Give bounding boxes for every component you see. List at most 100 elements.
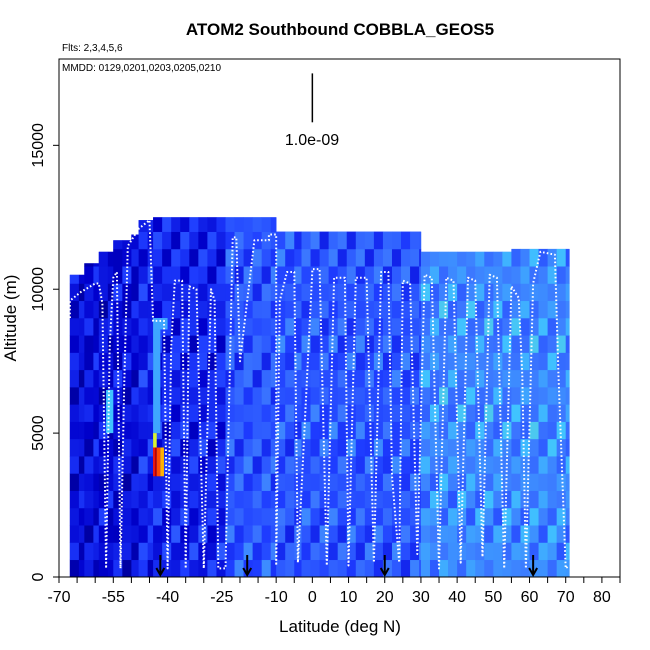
model-cell — [419, 507, 422, 526]
model-cell — [565, 283, 570, 302]
model-cell — [84, 559, 94, 578]
model-cell — [355, 438, 366, 457]
model-cell — [198, 318, 208, 336]
model-cell — [225, 283, 235, 302]
x-tick-label: 30 — [412, 589, 430, 606]
model-cell — [301, 421, 311, 440]
model-cell — [448, 456, 458, 474]
model-cell — [225, 335, 235, 353]
model-cell — [98, 456, 109, 474]
model-cell — [162, 300, 172, 319]
model-cell — [382, 387, 393, 405]
model-cell — [243, 369, 253, 388]
model-cell — [84, 404, 94, 422]
model-cell — [484, 300, 494, 319]
model-cell — [131, 300, 139, 319]
model-cell — [301, 369, 311, 388]
model-cell — [364, 335, 375, 353]
model-cell — [207, 473, 217, 491]
model-cell — [319, 335, 329, 353]
model-cell — [198, 283, 208, 302]
model-cell — [78, 335, 85, 353]
model-cell — [556, 266, 567, 284]
model-cell — [189, 352, 199, 371]
model-cell — [391, 456, 402, 474]
x-tick-label: 80 — [593, 589, 611, 606]
x-tick-label: -55 — [102, 589, 125, 606]
model-cell — [420, 490, 431, 509]
model-cell — [131, 266, 139, 284]
model-cell — [234, 248, 244, 267]
model-cell — [556, 248, 567, 267]
model-cell — [511, 404, 521, 422]
model-cell — [475, 335, 485, 353]
model-cell — [373, 266, 384, 284]
model-cell — [420, 438, 431, 457]
model-cell — [261, 438, 272, 457]
model-cell — [484, 352, 494, 371]
model-cell — [448, 542, 458, 561]
model-cell — [466, 525, 476, 543]
model-cell — [538, 473, 548, 491]
model-cell — [429, 387, 440, 405]
model-cell — [294, 300, 302, 319]
model-cell — [565, 438, 570, 457]
model-cell — [401, 490, 411, 509]
model-cell — [234, 559, 244, 578]
model-cell — [346, 335, 357, 353]
model-cell — [364, 352, 375, 371]
model-cell — [373, 542, 384, 561]
model-cell — [439, 283, 449, 302]
model-cell — [78, 507, 85, 526]
model-cell — [410, 490, 420, 509]
model-cell — [420, 335, 431, 353]
model-cell — [243, 507, 253, 526]
model-cell — [373, 283, 384, 302]
model-cell — [448, 559, 458, 578]
model-cell — [310, 525, 320, 543]
model-cell — [180, 421, 190, 440]
model-cell — [565, 248, 570, 267]
model-cell — [337, 248, 348, 267]
model-cell — [131, 559, 139, 578]
model-cell — [493, 473, 503, 491]
model-cell — [401, 542, 411, 561]
model-cell — [364, 248, 375, 267]
model-cell — [337, 559, 348, 578]
model-cell — [285, 387, 295, 405]
model-hotspot — [154, 447, 157, 477]
model-cell — [511, 542, 521, 561]
model-cell — [355, 542, 366, 561]
model-cell — [457, 421, 467, 440]
model-cell — [457, 251, 467, 267]
model-cell — [180, 283, 190, 302]
model-cell — [113, 300, 123, 319]
model-cell — [225, 231, 235, 250]
model-cell — [419, 248, 422, 267]
model-cell — [189, 217, 199, 232]
model-cell — [466, 352, 476, 371]
model-cell — [419, 352, 422, 371]
x-tick-label: 70 — [557, 589, 575, 606]
model-cell — [502, 559, 512, 578]
model-cell — [93, 559, 100, 578]
model-cell — [180, 248, 190, 267]
model-cell — [84, 542, 94, 561]
model-cell — [511, 421, 521, 440]
model-cell — [466, 266, 476, 284]
model-cell — [162, 404, 172, 422]
plot-area — [68, 73, 570, 578]
model-cell — [171, 490, 181, 509]
model-cell — [310, 248, 320, 267]
model-cell — [355, 248, 366, 267]
model-cell — [401, 507, 411, 526]
model-cell — [484, 251, 494, 267]
model-cell — [457, 283, 467, 302]
model-cell — [107, 335, 114, 353]
model-cell — [301, 335, 311, 353]
model-cell — [346, 248, 357, 267]
model-cell — [198, 387, 208, 405]
model-cell — [261, 352, 272, 371]
model-cell — [294, 369, 302, 388]
model-cell — [216, 490, 226, 509]
